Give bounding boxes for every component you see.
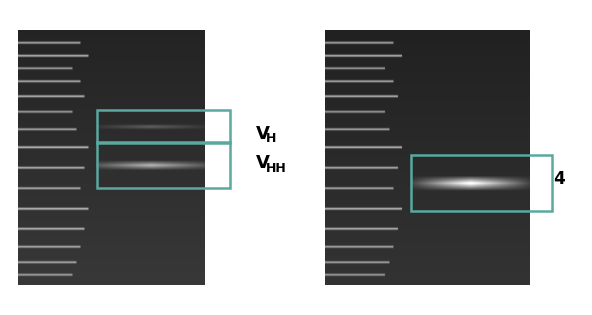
Text: H: H bbox=[265, 132, 276, 145]
Text: V: V bbox=[256, 125, 270, 143]
Bar bbox=[530, 155, 552, 211]
Text: 1st PCR: 1st PCR bbox=[121, 35, 200, 53]
Text: F1~F4: F1~F4 bbox=[506, 170, 566, 188]
Text: HH: HH bbox=[265, 162, 286, 175]
Text: V: V bbox=[256, 154, 270, 172]
Bar bbox=[96, 142, 230, 188]
Bar bbox=[205, 110, 230, 143]
Bar bbox=[96, 110, 230, 143]
Bar bbox=[205, 142, 230, 188]
Bar bbox=[411, 155, 552, 211]
Text: 2nd PCR: 2nd PCR bbox=[363, 35, 448, 53]
